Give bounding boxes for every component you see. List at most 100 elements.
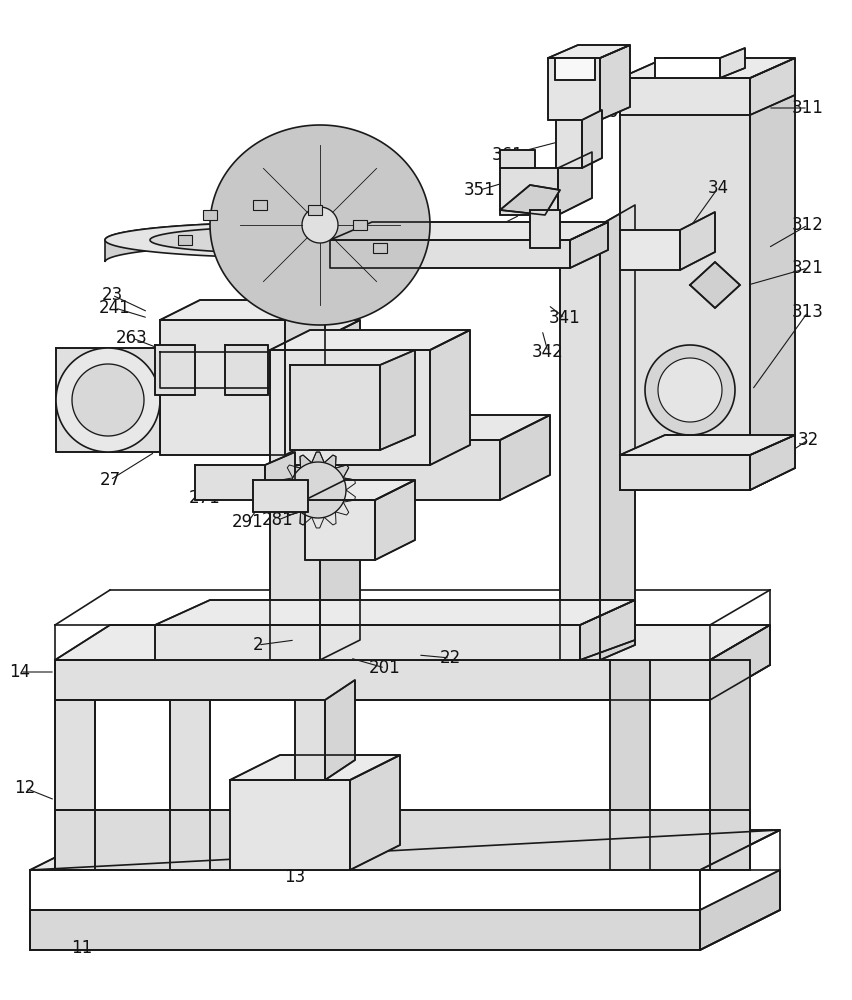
Text: 262: 262 xyxy=(134,371,165,389)
Polygon shape xyxy=(330,240,569,268)
Text: 351: 351 xyxy=(463,181,495,199)
Polygon shape xyxy=(599,45,630,120)
Polygon shape xyxy=(557,152,591,215)
Polygon shape xyxy=(55,810,749,870)
Polygon shape xyxy=(230,755,400,780)
Polygon shape xyxy=(619,435,794,455)
Polygon shape xyxy=(749,58,794,115)
Polygon shape xyxy=(270,340,320,660)
Polygon shape xyxy=(302,207,337,243)
Polygon shape xyxy=(305,500,375,560)
Polygon shape xyxy=(499,415,550,500)
Text: 33: 33 xyxy=(367,219,389,237)
Polygon shape xyxy=(529,210,560,248)
Text: 14: 14 xyxy=(9,663,31,681)
Polygon shape xyxy=(499,168,557,215)
Polygon shape xyxy=(155,625,579,660)
Text: 311: 311 xyxy=(792,99,823,117)
Polygon shape xyxy=(309,415,550,440)
Text: 241: 241 xyxy=(99,299,130,317)
Polygon shape xyxy=(499,150,534,168)
Text: 263: 263 xyxy=(116,329,147,347)
Polygon shape xyxy=(308,205,321,215)
Polygon shape xyxy=(547,45,630,58)
Text: 281: 281 xyxy=(262,511,294,529)
Polygon shape xyxy=(654,58,719,78)
Polygon shape xyxy=(657,358,721,422)
Text: 242: 242 xyxy=(232,171,263,189)
Polygon shape xyxy=(699,870,779,950)
Polygon shape xyxy=(290,462,346,518)
Polygon shape xyxy=(230,780,349,870)
Polygon shape xyxy=(155,600,634,625)
Polygon shape xyxy=(72,364,144,436)
Text: 35: 35 xyxy=(459,231,480,249)
Polygon shape xyxy=(343,478,355,490)
Text: 34: 34 xyxy=(706,179,728,197)
Polygon shape xyxy=(225,345,268,395)
Polygon shape xyxy=(300,512,311,525)
Text: 201: 201 xyxy=(369,659,400,677)
Polygon shape xyxy=(379,350,415,450)
Polygon shape xyxy=(325,680,354,780)
Polygon shape xyxy=(56,348,160,452)
Polygon shape xyxy=(287,502,300,515)
Polygon shape xyxy=(56,348,160,452)
Polygon shape xyxy=(330,222,607,240)
Polygon shape xyxy=(55,810,709,870)
Text: 221: 221 xyxy=(342,446,373,464)
Polygon shape xyxy=(343,490,355,502)
Polygon shape xyxy=(619,230,679,270)
Polygon shape xyxy=(150,227,429,253)
Polygon shape xyxy=(324,512,336,525)
Polygon shape xyxy=(372,243,387,253)
Polygon shape xyxy=(560,225,599,660)
Polygon shape xyxy=(579,600,634,660)
Text: 13: 13 xyxy=(284,868,305,886)
Polygon shape xyxy=(160,300,325,320)
Polygon shape xyxy=(619,78,794,100)
Text: 22: 22 xyxy=(439,649,460,667)
Polygon shape xyxy=(547,58,599,120)
Text: 341: 341 xyxy=(549,309,580,327)
Polygon shape xyxy=(253,200,267,210)
Polygon shape xyxy=(581,110,602,168)
Text: 251: 251 xyxy=(262,489,294,507)
Polygon shape xyxy=(679,212,714,270)
Polygon shape xyxy=(30,910,699,950)
Polygon shape xyxy=(295,700,325,780)
Polygon shape xyxy=(320,320,360,660)
Polygon shape xyxy=(55,660,709,700)
Polygon shape xyxy=(305,480,415,500)
Polygon shape xyxy=(349,755,400,870)
Polygon shape xyxy=(280,490,292,502)
Polygon shape xyxy=(203,210,216,220)
Polygon shape xyxy=(619,58,794,78)
Text: 321: 321 xyxy=(792,259,823,277)
Polygon shape xyxy=(609,660,649,870)
Polygon shape xyxy=(270,320,360,340)
Polygon shape xyxy=(170,700,210,870)
Polygon shape xyxy=(311,452,324,463)
Polygon shape xyxy=(30,910,699,950)
Polygon shape xyxy=(311,517,324,528)
Polygon shape xyxy=(55,625,769,660)
Polygon shape xyxy=(265,452,295,500)
Text: 31: 31 xyxy=(507,471,528,489)
Polygon shape xyxy=(309,440,499,500)
Text: 11: 11 xyxy=(72,939,93,957)
Polygon shape xyxy=(324,455,336,468)
Polygon shape xyxy=(270,350,429,465)
Polygon shape xyxy=(210,125,429,325)
Polygon shape xyxy=(105,222,475,262)
Polygon shape xyxy=(619,78,749,115)
Polygon shape xyxy=(644,345,734,435)
Polygon shape xyxy=(429,330,469,465)
Polygon shape xyxy=(195,465,265,500)
Text: 12: 12 xyxy=(14,779,36,797)
Text: 261: 261 xyxy=(132,349,164,367)
Text: 342: 342 xyxy=(532,343,563,361)
Text: 32: 32 xyxy=(797,431,818,449)
Text: 231: 231 xyxy=(352,186,383,204)
Text: 291: 291 xyxy=(232,513,263,531)
